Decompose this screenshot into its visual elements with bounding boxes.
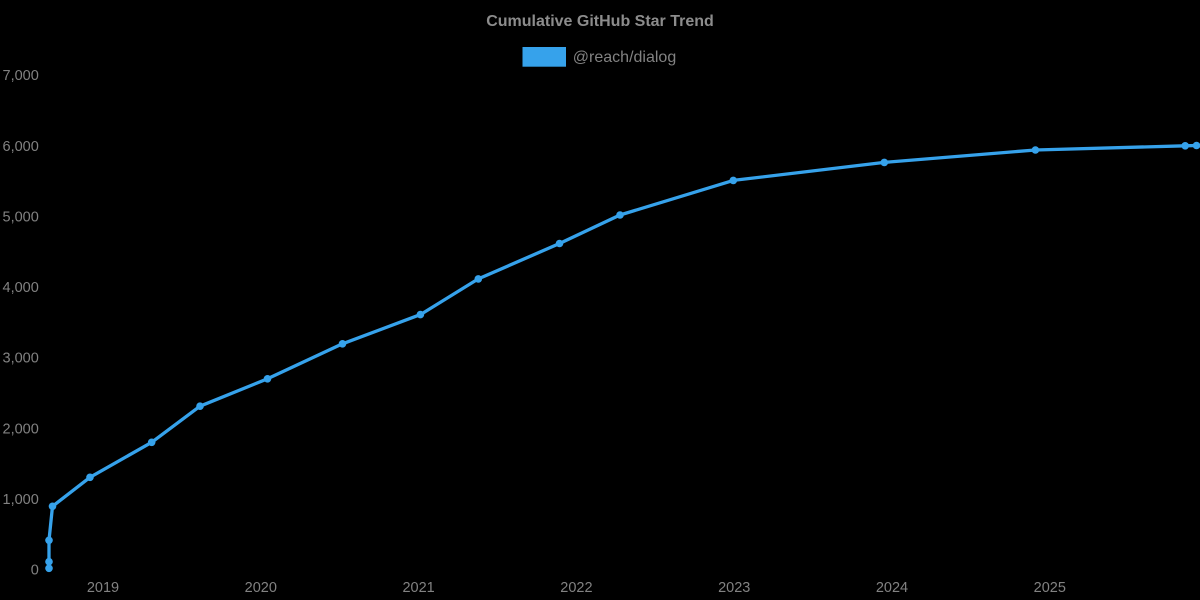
svg-text:2022: 2022 (560, 580, 592, 596)
svg-text:0: 0 (31, 563, 39, 579)
svg-text:2020: 2020 (245, 580, 277, 596)
svg-text:Cumulative GitHub Star Trend: Cumulative GitHub Star Trend (486, 13, 714, 30)
svg-text:@reach/dialog: @reach/dialog (573, 49, 676, 66)
svg-text:2025: 2025 (1034, 580, 1066, 596)
svg-text:3,000: 3,000 (3, 351, 39, 367)
svg-text:6,000: 6,000 (3, 139, 39, 155)
svg-text:2019: 2019 (87, 580, 119, 596)
svg-text:4,000: 4,000 (3, 280, 39, 296)
svg-text:5,000: 5,000 (3, 209, 39, 225)
svg-text:7,000: 7,000 (3, 68, 39, 84)
svg-text:2023: 2023 (718, 580, 750, 596)
svg-text:2021: 2021 (402, 580, 434, 596)
svg-text:1,000: 1,000 (3, 492, 39, 508)
svg-text:2024: 2024 (876, 580, 908, 596)
svg-text:2,000: 2,000 (3, 421, 39, 437)
